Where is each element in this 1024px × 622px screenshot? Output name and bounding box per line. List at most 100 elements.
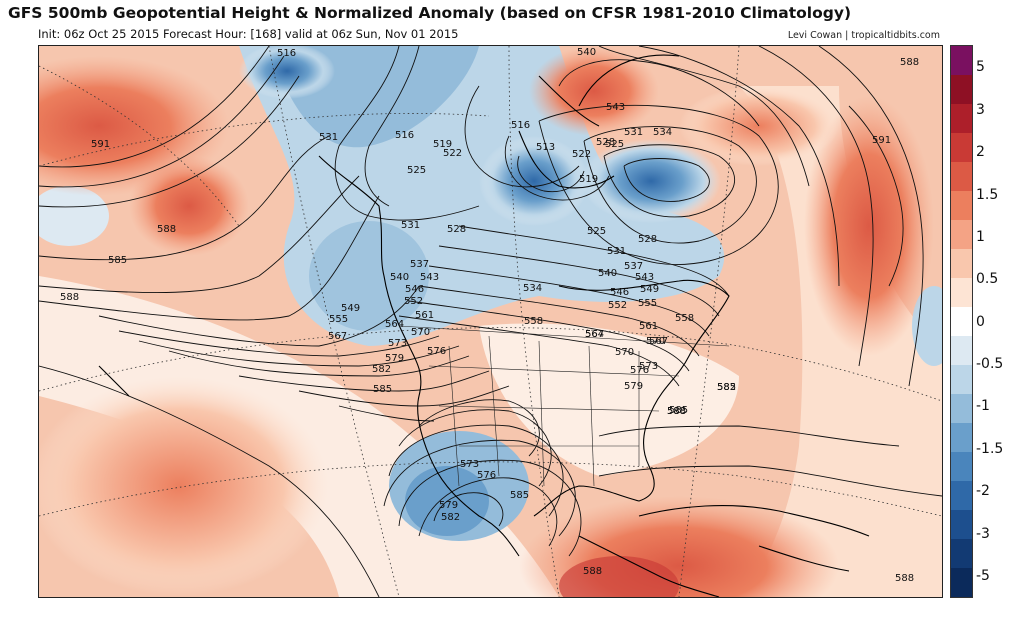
contour-label: 585 bbox=[108, 255, 127, 266]
colorbar-tick-label: -2 bbox=[976, 483, 990, 499]
colorbar-segment bbox=[951, 452, 972, 481]
contour-label: 552 bbox=[608, 300, 627, 311]
contour-label: 570 bbox=[646, 336, 665, 347]
contour-label: 531 bbox=[319, 132, 338, 143]
colorbar-segment bbox=[951, 75, 972, 104]
contour-label: 522 bbox=[443, 148, 462, 159]
neutral-region-conus bbox=[479, 323, 739, 476]
contour-label: 567 bbox=[585, 329, 604, 340]
colorbar-tick-label: 0 bbox=[976, 314, 985, 330]
colorbar-segment bbox=[951, 365, 972, 394]
colorbar-segment bbox=[951, 510, 972, 539]
contour-label: 573 bbox=[460, 459, 479, 470]
contour-label: 579 bbox=[439, 500, 458, 511]
contour-label: 573 bbox=[639, 361, 658, 372]
contour-label: 570 bbox=[615, 347, 634, 358]
contour-label: 585 bbox=[669, 405, 688, 416]
contour-label: 558 bbox=[524, 316, 543, 327]
contour-label: 588 bbox=[667, 406, 686, 417]
contour-label: 546 bbox=[405, 284, 424, 295]
colorbar-tick-label: -3 bbox=[976, 526, 990, 542]
contour-label: 534 bbox=[523, 283, 542, 294]
contour-label: 513 bbox=[536, 142, 555, 153]
contour-label: 522 bbox=[572, 149, 591, 160]
colorbar-segment bbox=[951, 568, 972, 597]
colorbar-tick-label: -1.5 bbox=[976, 441, 1004, 457]
colorbar-segment bbox=[951, 278, 972, 307]
contour-label: 564 bbox=[385, 319, 404, 330]
contour-label: 546 bbox=[610, 287, 629, 298]
anomaly-colorbar bbox=[950, 45, 973, 598]
contour-label: 543 bbox=[420, 272, 439, 283]
contour-label: 531 bbox=[401, 220, 420, 231]
contour-label: 543 bbox=[606, 102, 625, 113]
colorbar-segment bbox=[951, 423, 972, 452]
contour-label: 588 bbox=[60, 292, 79, 303]
colorbar-tick-label: 5 bbox=[976, 59, 985, 75]
contour-label: 567 bbox=[328, 331, 347, 342]
colorbar-tick-label: -1 bbox=[976, 398, 990, 414]
contour-label: 576 bbox=[630, 365, 649, 376]
contour-label: 582 bbox=[717, 382, 736, 393]
contour-label: 525 bbox=[605, 139, 624, 150]
colorbar-tick-label: 1 bbox=[976, 229, 985, 245]
contour-label: 591 bbox=[91, 139, 110, 150]
positive-anomaly-greenland bbox=[529, 46, 659, 136]
colorbar-segment bbox=[951, 46, 972, 75]
colorbar-segment bbox=[951, 220, 972, 249]
credit-text: Levi Cowan | tropicaltidbits.com bbox=[787, 30, 940, 41]
colorbar-tick-label: -0.5 bbox=[976, 356, 1004, 372]
contour-label: 582 bbox=[441, 512, 460, 523]
colorbar-tick-label: 1.5 bbox=[976, 187, 999, 203]
low-center-hudson bbox=[479, 136, 589, 226]
contour-label: 591 bbox=[872, 135, 891, 146]
positive-anomaly-gulf-alaska bbox=[129, 156, 249, 256]
contour-label: 561 bbox=[639, 321, 658, 332]
contour-label: 519 bbox=[579, 174, 598, 185]
contour-label: 555 bbox=[329, 314, 348, 325]
graticule bbox=[39, 46, 942, 597]
contour-label: 573 bbox=[388, 338, 407, 349]
contour-label: 555 bbox=[638, 298, 657, 309]
negative-anomaly-pacific-nw bbox=[309, 221, 429, 331]
colorbar-tick-label: 0.5 bbox=[976, 271, 999, 287]
contour-label: 516 bbox=[277, 48, 296, 59]
contour-label: 588 bbox=[900, 57, 919, 68]
contour-label: 570 bbox=[411, 327, 430, 338]
contour-label: 531 bbox=[607, 246, 626, 257]
contour-label: 540 bbox=[390, 272, 409, 283]
contour-label: 588 bbox=[895, 573, 914, 584]
colorbar-segment bbox=[951, 133, 972, 162]
contour-label: 567 bbox=[649, 336, 668, 347]
contour-label: 543 bbox=[635, 272, 654, 283]
contour-label: 588 bbox=[667, 406, 686, 417]
positive-anomaly-central-america bbox=[559, 556, 679, 597]
anomaly-map-canvas: 516 531 516 519 522 525 513 516 519 522 … bbox=[39, 46, 942, 597]
colorbar-segment bbox=[951, 481, 972, 510]
contour-label: 558 bbox=[675, 313, 694, 324]
contour-label: 516 bbox=[395, 130, 414, 141]
contour-label: 585 bbox=[717, 382, 736, 393]
contour-labels: 516 531 516 519 522 525 513 516 519 522 … bbox=[60, 47, 919, 584]
contour-label: 531 bbox=[624, 127, 643, 138]
contour-label: 579 bbox=[385, 353, 404, 364]
low-center-labrador bbox=[581, 139, 721, 223]
contour-label: 585 bbox=[373, 384, 392, 395]
contour-label: 525 bbox=[407, 165, 426, 176]
contour-label: 534 bbox=[653, 127, 672, 138]
colorbar-tick-label: 2 bbox=[976, 144, 985, 160]
contour-label: 549 bbox=[341, 303, 360, 314]
contour-label: 528 bbox=[638, 234, 657, 245]
contour-label: 588 bbox=[157, 224, 176, 235]
contour-label: 537 bbox=[410, 259, 429, 270]
contour-label: 561 bbox=[415, 310, 434, 321]
contour-label: 552 bbox=[404, 296, 423, 307]
contour-label: 528 bbox=[447, 224, 466, 235]
colorbar-segment bbox=[951, 104, 972, 133]
contour-label: 516 bbox=[511, 120, 530, 131]
contour-label: 588 bbox=[583, 566, 602, 577]
contour-label: 579 bbox=[624, 381, 643, 392]
map-subtitle: Init: 06z Oct 25 2015 Forecast Hour: [16… bbox=[38, 27, 459, 41]
contour-label: 540 bbox=[598, 268, 617, 279]
colorbar-segment bbox=[951, 539, 972, 568]
